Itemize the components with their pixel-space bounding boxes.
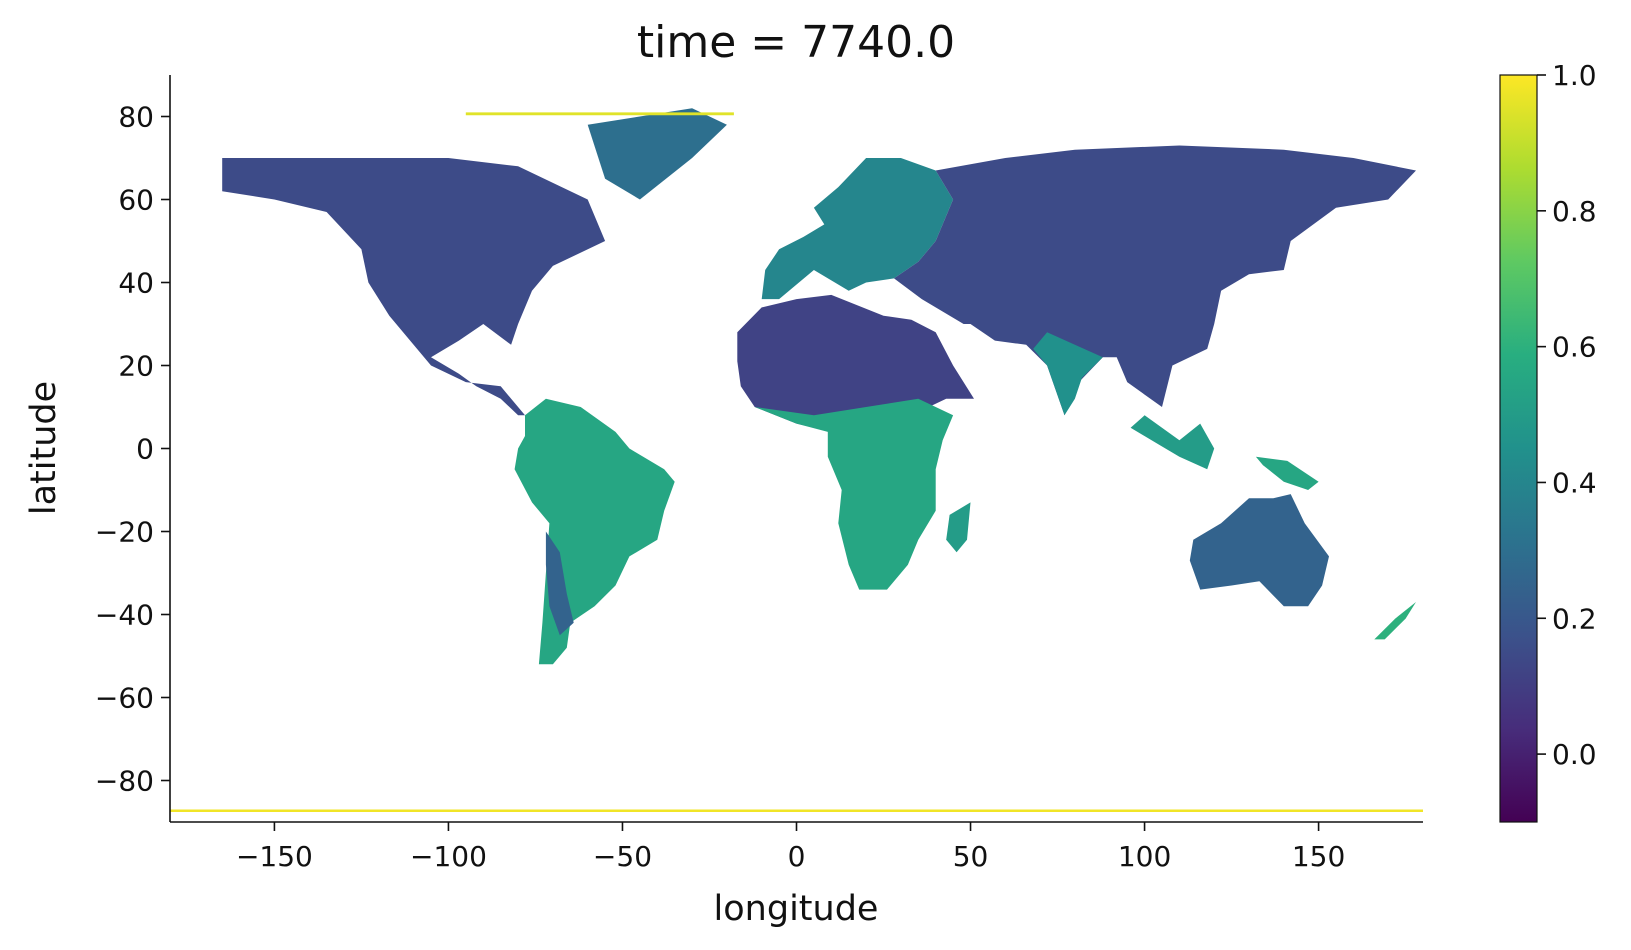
region-antarctic-band [170, 809, 1423, 812]
y-tick-label: −60 [95, 682, 154, 715]
region-africa-north [737, 294, 974, 432]
y-tick-label: −40 [95, 599, 154, 632]
y-tick-label: 20 [118, 350, 154, 383]
x-axis-label: longitude [714, 889, 879, 929]
colorbar-tick-label: 0.8 [1552, 195, 1597, 228]
y-tick-label: 60 [118, 184, 154, 217]
region-south-america [514, 398, 675, 665]
region-asia [894, 145, 1416, 416]
x-tick-label: 0 [788, 840, 806, 873]
y-tick-label: 0 [136, 433, 154, 466]
colorbar-tick-label: 0.4 [1552, 466, 1597, 499]
colorbar-tick-label: 1.0 [1552, 59, 1597, 92]
colorbar-ticks: 1.0 0.8 0.6 0.4 0.2 0.0 [1537, 59, 1597, 771]
region-australia [1189, 494, 1329, 607]
region-africa-south [754, 398, 954, 590]
region-patagonia [545, 531, 574, 636]
region-new-zealand [1374, 602, 1416, 640]
x-tick-label: −150 [236, 840, 313, 873]
region-greenland-ice [587, 108, 727, 200]
region-north-america [222, 158, 606, 416]
x-tick-label: 50 [953, 840, 989, 873]
y-axis-label: latitude [24, 381, 64, 515]
colorbar [1499, 74, 1538, 823]
x-tick-label: 150 [1292, 840, 1345, 873]
y-tick-label: −80 [95, 765, 154, 798]
colorbar-tick-label: 0.2 [1552, 602, 1597, 635]
y-tick-label: 80 [118, 101, 154, 134]
x-axis-ticks: −150 −100 −50 0 50 100 150 [236, 822, 1345, 873]
x-tick-label: −100 [410, 840, 487, 873]
chart-title: time = 7740.0 [637, 17, 955, 68]
x-tick-label: 100 [1118, 840, 1171, 873]
region-europe [761, 158, 954, 300]
y-tick-label: −20 [95, 516, 154, 549]
colorbar-tick-label: 0.0 [1552, 738, 1597, 771]
x-tick-label: −50 [593, 840, 652, 873]
colorbar-tick-label: 0.6 [1552, 331, 1597, 364]
y-axis-ticks: 80 60 40 20 0 −20 −40 −60 −80 [95, 101, 170, 798]
y-tick-label: 40 [118, 267, 154, 300]
region-arctic-band [465, 112, 734, 116]
heatmap-layer [170, 108, 1423, 812]
region-new-guinea [1255, 456, 1319, 490]
region-india [1033, 332, 1103, 416]
region-madagascar [946, 502, 971, 553]
region-southeast-asia [1130, 415, 1215, 470]
